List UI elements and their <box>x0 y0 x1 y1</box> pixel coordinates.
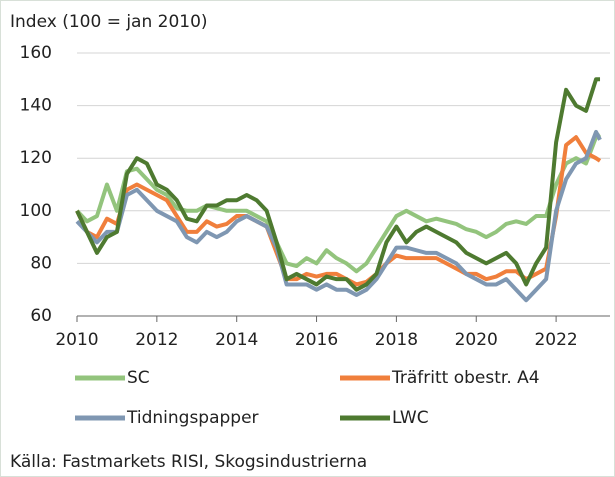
y-tick-label: 80 <box>30 253 52 273</box>
legend-label: Tidningspapper <box>126 408 259 428</box>
y-tick-label: 140 <box>20 96 52 116</box>
series-line <box>75 135 602 287</box>
y-tick-label: 160 <box>20 43 52 63</box>
x-tick-label: 2012 <box>135 330 178 350</box>
x-tick-label: 2014 <box>215 330 258 350</box>
y-tick-label: 120 <box>20 148 52 168</box>
source: Källa: Fastmarkets RISI, Skogsindustrier… <box>10 452 367 472</box>
legend-label: LWC <box>392 408 429 428</box>
legend-label: Träfritt obestr. A4 <box>391 368 540 388</box>
chart-title: Index (100 = jan 2010) <box>10 12 208 32</box>
x-tick-label: 2022 <box>534 330 577 350</box>
series-line <box>75 132 602 274</box>
series-line <box>75 77 601 292</box>
legend-label: SC <box>127 368 150 388</box>
series-line <box>75 129 602 303</box>
x-tick-label: 2010 <box>55 330 98 350</box>
y-tick-label: 60 <box>30 306 52 326</box>
y-tick-label: 100 <box>20 201 52 221</box>
x-tick-label: 2018 <box>375 330 418 350</box>
x-tick-label: 2016 <box>295 330 338 350</box>
x-tick-label: 2020 <box>455 330 498 350</box>
